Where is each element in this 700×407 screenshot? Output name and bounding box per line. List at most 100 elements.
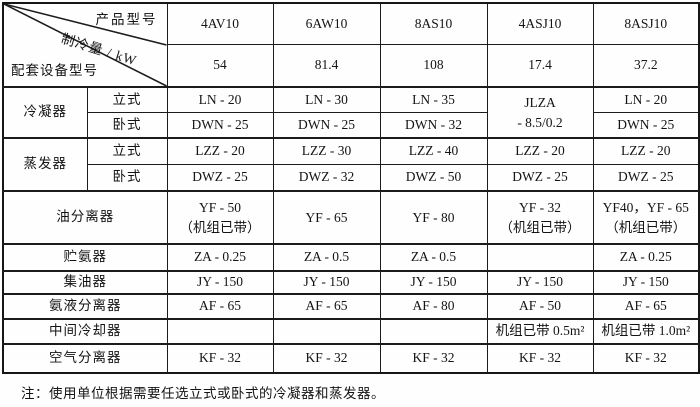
- condenser-horizontal-cell: DWN - 25: [272, 111, 381, 139]
- air-separator-row: 空气分离器 KF - 32 KF - 32 KF - 32 KF - 32 KF…: [2, 343, 700, 374]
- model-header-cell: 4ASJ10: [486, 2, 594, 45]
- oil-separator-cell: YF - 65: [272, 190, 381, 245]
- evaporator-vertical-cell: LZZ - 40: [379, 137, 488, 165]
- evaporator-vertical-cell: LZZ - 20: [592, 137, 700, 165]
- condenser-label: 冷凝器: [2, 86, 88, 139]
- model-header-cell: 4AV10: [166, 2, 274, 45]
- diagonal-corner-content: 产品型号 制冷量 / kW 配套设备型号: [4, 4, 166, 85]
- evaporator-horizontal-cell: DWZ - 32: [272, 163, 381, 192]
- ammonia-receiver-cell: ZA - 0.5: [379, 243, 488, 272]
- evaporator-horizontal-row: 卧式 DWZ - 25 DWZ - 32 DWZ - 50 DWZ - 25 D…: [3, 163, 700, 192]
- ammonia-receiver-cell: ZA - 0.25: [592, 243, 700, 272]
- oil-separator-row: 油分离器 YF - 50 （机组已带） YF - 65 YF - 80 YF -…: [2, 190, 700, 245]
- ammonia-receiver-cell: ZA - 0.25: [166, 243, 274, 272]
- oil-collector-row: 集油器 JY - 150 JY - 150 JY - 150 JY - 150 …: [2, 270, 700, 295]
- cell-line2: （机组已带）: [605, 219, 687, 235]
- oil-collector-cell: JY - 150: [272, 270, 381, 295]
- condenser-vertical-row: 冷凝器 立式 LN - 20 LN - 30 LN - 35 JLZA - 8.…: [2, 86, 700, 139]
- condenser-vertical-cell: LN - 35: [379, 86, 488, 113]
- ammonia-receiver-label: 贮氨器: [2, 243, 168, 272]
- ammonia-receiver-cell: ZA - 0.5: [272, 243, 381, 272]
- intercooler-cell: [272, 318, 381, 345]
- ammonia-liquid-separator-cell: AF - 80: [379, 293, 488, 320]
- condenser-merged-cell: JLZA - 8.5/0.2: [486, 86, 594, 139]
- capacity-cell: 108: [379, 43, 488, 88]
- intercooler-cell: [379, 318, 488, 345]
- evaporator-horizontal-cell: DWZ - 25: [486, 163, 594, 192]
- type-horizontal-label: 卧式: [86, 111, 168, 139]
- condenser-horizontal-row: 卧式 DWN - 25 DWN - 25 DWN - 32 DWN - 25: [3, 111, 700, 139]
- equipment-spec-table: 产品型号 制冷量 / kW 配套设备型号 4AV10 6AW10 8AS10 4…: [2, 2, 700, 374]
- corner-equipment-label: 配套设备型号: [11, 62, 98, 78]
- capacity-cell: 54: [166, 43, 274, 88]
- condenser-merged-line1: JLZA: [524, 94, 556, 110]
- ammonia-receiver-row: 贮氨器 ZA - 0.25 ZA - 0.5 ZA - 0.5 ZA - 0.2…: [2, 243, 700, 272]
- condenser-vertical-cell: LN - 20: [592, 86, 700, 113]
- ammonia-liquid-separator-row: 氨液分离器 AF - 65 AF - 65 AF - 80 AF - 50 AF…: [2, 293, 700, 320]
- cell-line2: （机组已带）: [499, 219, 581, 235]
- evaporator-label: 蒸发器: [2, 137, 88, 192]
- cell-line1: YF40，YF - 65: [602, 199, 689, 215]
- condenser-vertical-cell: LN - 30: [272, 86, 381, 113]
- evaporator-horizontal-cell: DWZ - 25: [592, 163, 700, 192]
- ammonia-liquid-separator-cell: AF - 65: [592, 293, 700, 320]
- capacity-cell: 37.2: [592, 43, 700, 88]
- condenser-horizontal-cell: DWN - 25: [166, 111, 274, 139]
- air-separator-label: 空气分离器: [2, 343, 168, 374]
- model-header-cell: 8AS10: [379, 2, 488, 45]
- condenser-horizontal-cell: DWN - 25: [592, 111, 700, 139]
- cell-line2: （机组已带）: [179, 219, 261, 235]
- oil-collector-label: 集油器: [2, 270, 168, 295]
- air-separator-cell: KF - 32: [379, 343, 488, 374]
- oil-separator-cell: YF - 80: [379, 190, 488, 245]
- intercooler-row: 中间冷却器 机组已带 0.5m² 机组已带 1.0m²: [2, 318, 700, 345]
- ammonia-liquid-separator-label: 氨液分离器: [2, 293, 168, 320]
- evaporator-vertical-row: 蒸发器 立式 LZZ - 20 LZZ - 30 LZZ - 40 LZZ - …: [2, 137, 700, 192]
- capacity-row: 54 81.4 108 17.4 37.2: [3, 43, 700, 88]
- cell-line1: YF - 65: [305, 209, 348, 225]
- oil-collector-cell: JY - 150: [592, 270, 700, 295]
- intercooler-cell: 机组已带 0.5m²: [486, 318, 594, 345]
- evaporator-vertical-cell: LZZ - 20: [166, 137, 274, 165]
- oil-collector-cell: JY - 150: [486, 270, 594, 295]
- diagonal-divider-lines: [4, 4, 166, 85]
- condenser-merged-line2: - 8.5/0.2: [517, 114, 563, 130]
- ammonia-receiver-cell: [486, 243, 594, 272]
- intercooler-cell: [166, 318, 274, 345]
- condenser-horizontal-cell: DWN - 32: [379, 111, 488, 139]
- oil-separator-cell: YF - 50 （机组已带）: [166, 190, 274, 245]
- evaporator-vertical-cell: LZZ - 20: [486, 137, 594, 165]
- oil-separator-cell: YF - 32 （机组已带）: [486, 190, 594, 245]
- type-vertical-label: 立式: [86, 137, 168, 165]
- air-separator-cell: KF - 32: [486, 343, 594, 374]
- type-horizontal-label: 卧式: [86, 163, 168, 192]
- capacity-cell: 81.4: [272, 43, 381, 88]
- evaporator-horizontal-cell: DWZ - 25: [166, 163, 274, 192]
- ammonia-liquid-separator-cell: AF - 65: [166, 293, 274, 320]
- capacity-cell: 17.4: [486, 43, 594, 88]
- air-separator-cell: KF - 32: [166, 343, 274, 374]
- header-row-models: 产品型号 制冷量 / kW 配套设备型号 4AV10 6AW10 8AS10 4…: [2, 2, 700, 88]
- diagonal-corner-cell: 产品型号 制冷量 / kW 配套设备型号: [2, 2, 168, 88]
- cell-line1: YF - 80: [412, 209, 455, 225]
- evaporator-vertical-cell: LZZ - 30: [272, 137, 381, 165]
- cell-line1: YF - 50: [198, 199, 241, 215]
- condenser-vertical-cell: LN - 20: [166, 86, 274, 113]
- model-header-cell: 8ASJ10: [592, 2, 700, 45]
- oil-separator-label: 油分离器: [2, 190, 168, 245]
- oil-separator-cell: YF40，YF - 65 （机组已带）: [592, 190, 700, 245]
- evaporator-horizontal-cell: DWZ - 50: [379, 163, 488, 192]
- corner-product-model-label: 产品型号: [95, 12, 158, 27]
- cell-line1: YF - 32: [518, 199, 561, 215]
- intercooler-cell: 机组已带 1.0m²: [592, 318, 700, 345]
- type-vertical-label: 立式: [86, 86, 168, 113]
- oil-collector-cell: JY - 150: [166, 270, 274, 295]
- model-header-cell: 6AW10: [272, 2, 381, 45]
- intercooler-label: 中间冷却器: [2, 318, 168, 345]
- oil-collector-cell: JY - 150: [379, 270, 488, 295]
- ammonia-liquid-separator-cell: AF - 65: [272, 293, 381, 320]
- ammonia-liquid-separator-cell: AF - 50: [486, 293, 594, 320]
- table-footnote: 注：使用单位根据需要任选立式或卧式的冷凝器和蒸发器。: [21, 386, 385, 401]
- air-separator-cell: KF - 32: [592, 343, 700, 374]
